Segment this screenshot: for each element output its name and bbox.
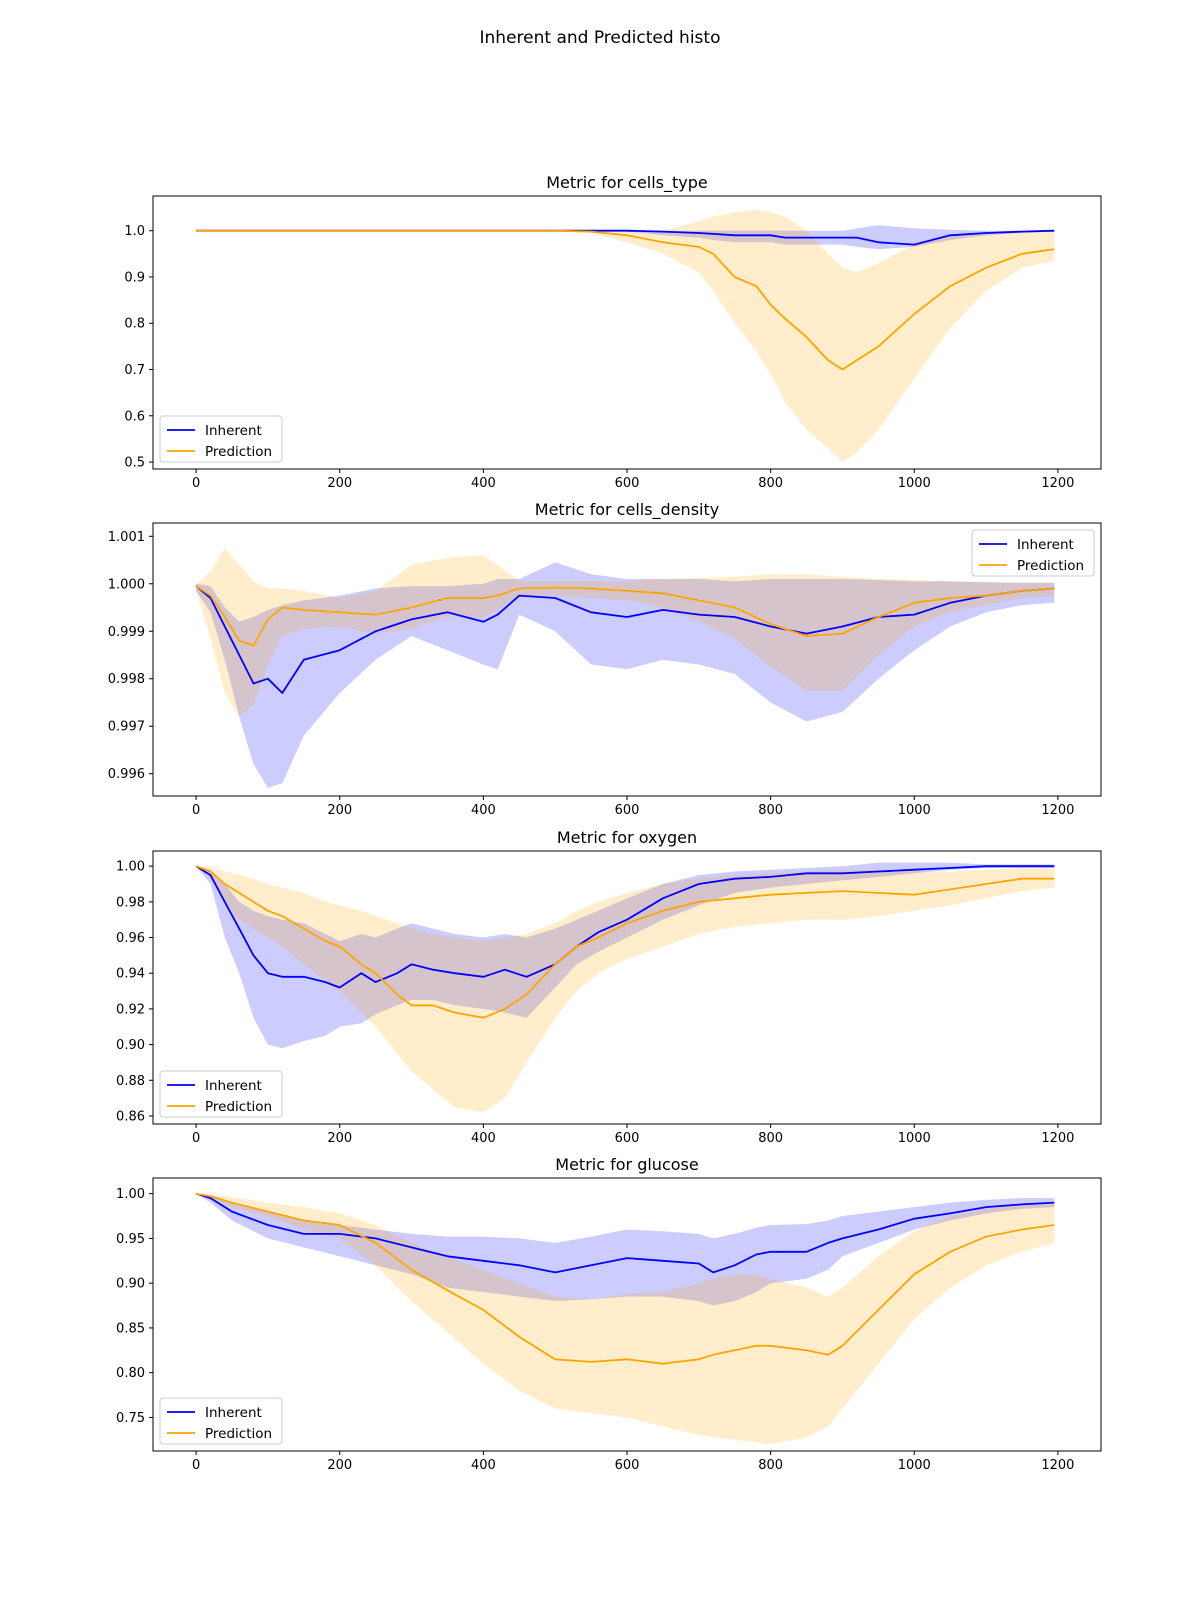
legend: Inherent Prediction [159, 1070, 283, 1118]
x-tick-label: 1000 [898, 1131, 931, 1146]
y-tick-label: 0.6 [124, 409, 145, 424]
x-tick-label: 1000 [898, 1458, 931, 1473]
plot-area [195, 862, 1055, 1113]
x-tick-label: 800 [758, 1131, 783, 1146]
x-tick-label: 400 [471, 476, 496, 491]
x-tick-label: 0 [192, 803, 200, 818]
legend-label-inherent: Inherent [205, 1405, 262, 1421]
plot-area [195, 548, 1055, 788]
x-tick-label: 800 [758, 803, 783, 818]
legend-label-prediction: Prediction [1017, 558, 1084, 574]
x-tick-label: 600 [615, 1458, 640, 1473]
band-prediction [196, 866, 1055, 1113]
x-tick-label: 400 [471, 1131, 496, 1146]
y-tick-label: 1.001 [108, 530, 145, 545]
chart-title: Metric for cells_density [535, 500, 719, 520]
legend-label-prediction: Prediction [205, 1099, 272, 1115]
chart-panel-1: 0 200 400 600 800 1000 1200 0.5 0.6 0.7 0.8 0.9 1.0 M… [124, 173, 1102, 491]
plot-area [196, 209, 1055, 463]
series-line-inherent [195, 865, 1055, 989]
y-tick-label: 0.92 [116, 1002, 145, 1017]
series-line-inherent [195, 1192, 1055, 1274]
y-tick-label: 0.5 [124, 456, 145, 471]
chart-title: Metric for glucose [555, 1155, 698, 1174]
x-tick-label: 0 [192, 1458, 200, 1473]
chart-panel-2: 0 200 400 600 800 1000 1200 0.996 0.997 0.998 0.99… [108, 500, 1102, 818]
y-tick-label: 1.00 [116, 1187, 145, 1202]
y-tick-label: 0.998 [108, 672, 145, 687]
figure-title: Inherent and Predicted histo [479, 28, 721, 48]
x-tick-label: 600 [615, 476, 640, 491]
legend-label-inherent: Inherent [205, 1078, 262, 1094]
y-tick-label: 1.000 [108, 577, 145, 592]
legend: Inherent Prediction [159, 415, 283, 463]
y-tick-label: 0.9 [124, 270, 145, 285]
y-tick-label: 0.86 [116, 1109, 145, 1124]
x-tick-label: 1000 [898, 476, 931, 491]
series-line-prediction [195, 865, 1055, 1019]
x-tick-label: 400 [471, 1458, 496, 1473]
y-tick-label: 0.90 [116, 1277, 145, 1292]
y-tick-label: 0.95 [116, 1232, 145, 1247]
chart-panel-3: 0 200 400 600 800 1000 1200 0.86 0.88 0.90 0.92 0.9… [116, 828, 1102, 1146]
y-tick-label: 0.7 [124, 363, 145, 378]
y-tick-label: 0.96 [116, 931, 145, 946]
series-line-prediction [195, 1192, 1055, 1365]
x-tick-label: 200 [327, 476, 352, 491]
x-tick-label: 1200 [1041, 1131, 1074, 1146]
legend: Inherent Prediction [159, 1397, 283, 1445]
y-tick-label: 1.00 [116, 860, 145, 875]
x-tick-label: 1000 [898, 803, 931, 818]
band-prediction [196, 1193, 1055, 1445]
x-tick-label: 1200 [1041, 476, 1074, 491]
series-line-prediction [195, 585, 1055, 647]
legend-label-prediction: Prediction [205, 444, 272, 460]
chart-title: Metric for oxygen [557, 828, 697, 847]
y-tick-label: 1.0 [124, 224, 145, 239]
x-tick-label: 1200 [1041, 803, 1074, 818]
y-tick-label: 0.80 [116, 1366, 145, 1381]
x-tick-label: 200 [327, 1458, 352, 1473]
x-tick-label: 400 [471, 803, 496, 818]
chart-panel-4: 0 200 400 600 800 1000 1200 0.75 0.80 0.85 0.90 0.9… [116, 1155, 1102, 1473]
band-inherent [196, 1193, 1055, 1306]
y-tick-label: 0.996 [108, 767, 145, 782]
x-tick-label: 800 [758, 476, 783, 491]
x-tick-label: 200 [327, 803, 352, 818]
x-tick-label: 600 [615, 1131, 640, 1146]
band-prediction [196, 209, 1055, 463]
y-tick-label: 0.75 [116, 1411, 145, 1426]
legend: Inherent Prediction [971, 529, 1095, 577]
band-inherent [196, 225, 1055, 250]
legend-label-prediction: Prediction [205, 1426, 272, 1442]
y-tick-label: 0.997 [108, 720, 145, 735]
legend-label-inherent: Inherent [1017, 537, 1074, 553]
series-line-inherent [195, 585, 1055, 694]
x-tick-label: 800 [758, 1458, 783, 1473]
y-tick-label: 0.999 [108, 625, 145, 640]
x-tick-label: 0 [192, 1131, 200, 1146]
y-tick-label: 0.8 [124, 317, 145, 332]
y-tick-label: 0.94 [116, 967, 145, 982]
band-prediction [196, 548, 1055, 717]
series-line-prediction [196, 229, 1055, 371]
y-tick-label: 0.98 [116, 895, 145, 910]
x-tick-label: 1200 [1041, 1458, 1074, 1473]
y-tick-label: 0.90 [116, 1038, 145, 1053]
band-inherent [196, 862, 1055, 1049]
legend-label-inherent: Inherent [205, 423, 262, 439]
y-tick-label: 0.85 [116, 1321, 145, 1336]
plot-area [195, 1192, 1055, 1445]
x-tick-label: 200 [327, 1131, 352, 1146]
x-tick-label: 0 [192, 476, 200, 491]
y-tick-label: 0.88 [116, 1074, 145, 1089]
chart-title: Metric for cells_type [546, 173, 708, 193]
x-tick-label: 600 [615, 803, 640, 818]
